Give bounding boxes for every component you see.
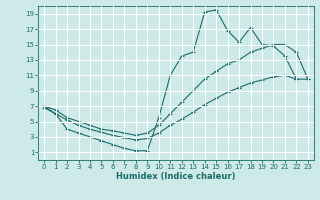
X-axis label: Humidex (Indice chaleur): Humidex (Indice chaleur) xyxy=(116,172,236,181)
